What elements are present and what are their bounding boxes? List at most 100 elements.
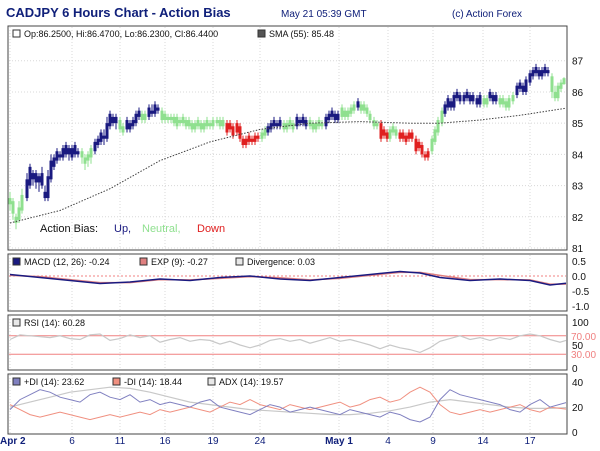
price-bar: [128, 120, 132, 133]
chart-title: CADJPY 6 Hours Chart - Action Bias: [6, 5, 231, 20]
price-bar: [118, 116, 122, 133]
price-bar: [372, 116, 376, 130]
price-bar: [443, 101, 447, 117]
price-bar-body: [436, 120, 440, 133]
price-bar-body: [295, 116, 299, 127]
price-bar: [455, 88, 459, 102]
price-bar-body: [202, 123, 206, 130]
price-bar-body: [125, 120, 129, 130]
x-tick-label: 9: [430, 436, 436, 447]
price-bar: [436, 116, 440, 136]
price-bar-body: [73, 145, 77, 155]
price-bar: [498, 95, 502, 108]
price-bar-body: [327, 113, 331, 121]
price-bar: [175, 113, 179, 130]
price-bar: [333, 110, 337, 124]
price-bar-body: [272, 120, 276, 127]
price-bar: [301, 113, 305, 127]
price-bar: [349, 104, 353, 117]
rsi-legend-swatch: [12, 318, 21, 327]
rsi-series: [9, 333, 567, 355]
price-bar-body: [521, 85, 525, 92]
price-bar-body: [128, 123, 132, 130]
price-bar-body: [314, 123, 318, 130]
x-tick-label: 11: [115, 436, 126, 447]
price-bar: [417, 138, 421, 152]
price-bar: [352, 101, 356, 114]
price-bar: [46, 169, 50, 202]
price-bar-body: [446, 98, 450, 108]
price-bar-body: [228, 123, 232, 130]
price-bar-body: [61, 148, 65, 158]
price-bar-body: [184, 120, 188, 127]
ohlc-legend-swatch: [12, 29, 21, 38]
price-bar-body: [340, 107, 344, 117]
price-bar: [215, 116, 219, 127]
chart-timestamp: May 21 05:39 GMT: [281, 9, 367, 20]
price-bar: [25, 173, 29, 202]
price-bar-body: [218, 120, 222, 127]
price-bar: [285, 120, 289, 133]
price-bar-body: [343, 110, 347, 117]
price-bar: [562, 77, 566, 85]
price-bar-body: [352, 104, 356, 111]
price-bar: [160, 107, 164, 124]
price-bar-body: [275, 123, 279, 127]
ohlc-legend: Op:86.2500, Hi:86.4700, Lo:86.2300, Cl:8…: [24, 29, 218, 39]
price-bar-body: [163, 113, 167, 121]
exp-legend: EXP (9): -0.27: [151, 257, 208, 267]
price-bar-body: [52, 157, 56, 167]
price-bar-body: [143, 113, 147, 121]
rsi-y-tick-label: 50: [572, 341, 584, 352]
price-bar: [398, 129, 402, 142]
price-bar: [391, 123, 395, 136]
price-bar: [518, 79, 522, 92]
price-bar-body: [55, 151, 59, 161]
price-bar-body: [160, 110, 164, 121]
chart-copyright: (c) Action Forex: [452, 9, 522, 20]
price-bar-body: [225, 123, 229, 133]
price-bar-body: [433, 129, 437, 142]
price-bar-body: [368, 113, 372, 121]
price-y-tick-label: 86: [572, 88, 584, 99]
price-bar-body: [534, 66, 538, 74]
price-bar: [163, 110, 167, 124]
price-bar: [211, 116, 215, 130]
price-bar: [125, 116, 129, 133]
price-bar: [507, 95, 511, 111]
price-bar: [537, 66, 541, 80]
price-bar: [546, 66, 550, 77]
price-y-tick-label: 81: [572, 244, 584, 255]
price-bar-body: [205, 120, 209, 127]
price-bar-body: [211, 120, 215, 127]
price-bar: [178, 116, 182, 127]
price-bar: [388, 126, 392, 142]
price-bar: [452, 91, 456, 111]
price-bar: [181, 113, 185, 127]
price-bar: [89, 145, 93, 164]
price-bar-body: [70, 148, 74, 158]
price-bar: [420, 141, 424, 158]
divergence-legend: Divergence: 0.03: [247, 257, 315, 267]
price-bar: [70, 145, 74, 161]
price-bar-body: [531, 70, 535, 77]
price-bar-body: [365, 107, 369, 114]
price-bar-body: [382, 129, 386, 136]
price-bar: [449, 98, 453, 111]
price-bar: [494, 91, 498, 105]
price-bar-body: [247, 135, 251, 142]
price-bar-body: [372, 120, 376, 127]
price-bar: [150, 104, 154, 117]
price-bar-body: [282, 123, 286, 130]
price-bar-body: [471, 95, 475, 102]
price-bar-body: [420, 145, 424, 155]
price-series: [8, 63, 567, 230]
price-bar: [433, 126, 437, 145]
price-bar: [67, 145, 71, 161]
price-bar-body: [301, 116, 305, 124]
price-bar-body: [504, 101, 508, 108]
axis-labels: Apr 2 6 11 16 19 24 May 1 4 9 14 17 81 82 83 84 85 86 87 0…: [0, 57, 596, 447]
price-bar-body: [407, 132, 411, 139]
price-bar-body: [58, 154, 62, 158]
price-bar: [73, 141, 77, 158]
